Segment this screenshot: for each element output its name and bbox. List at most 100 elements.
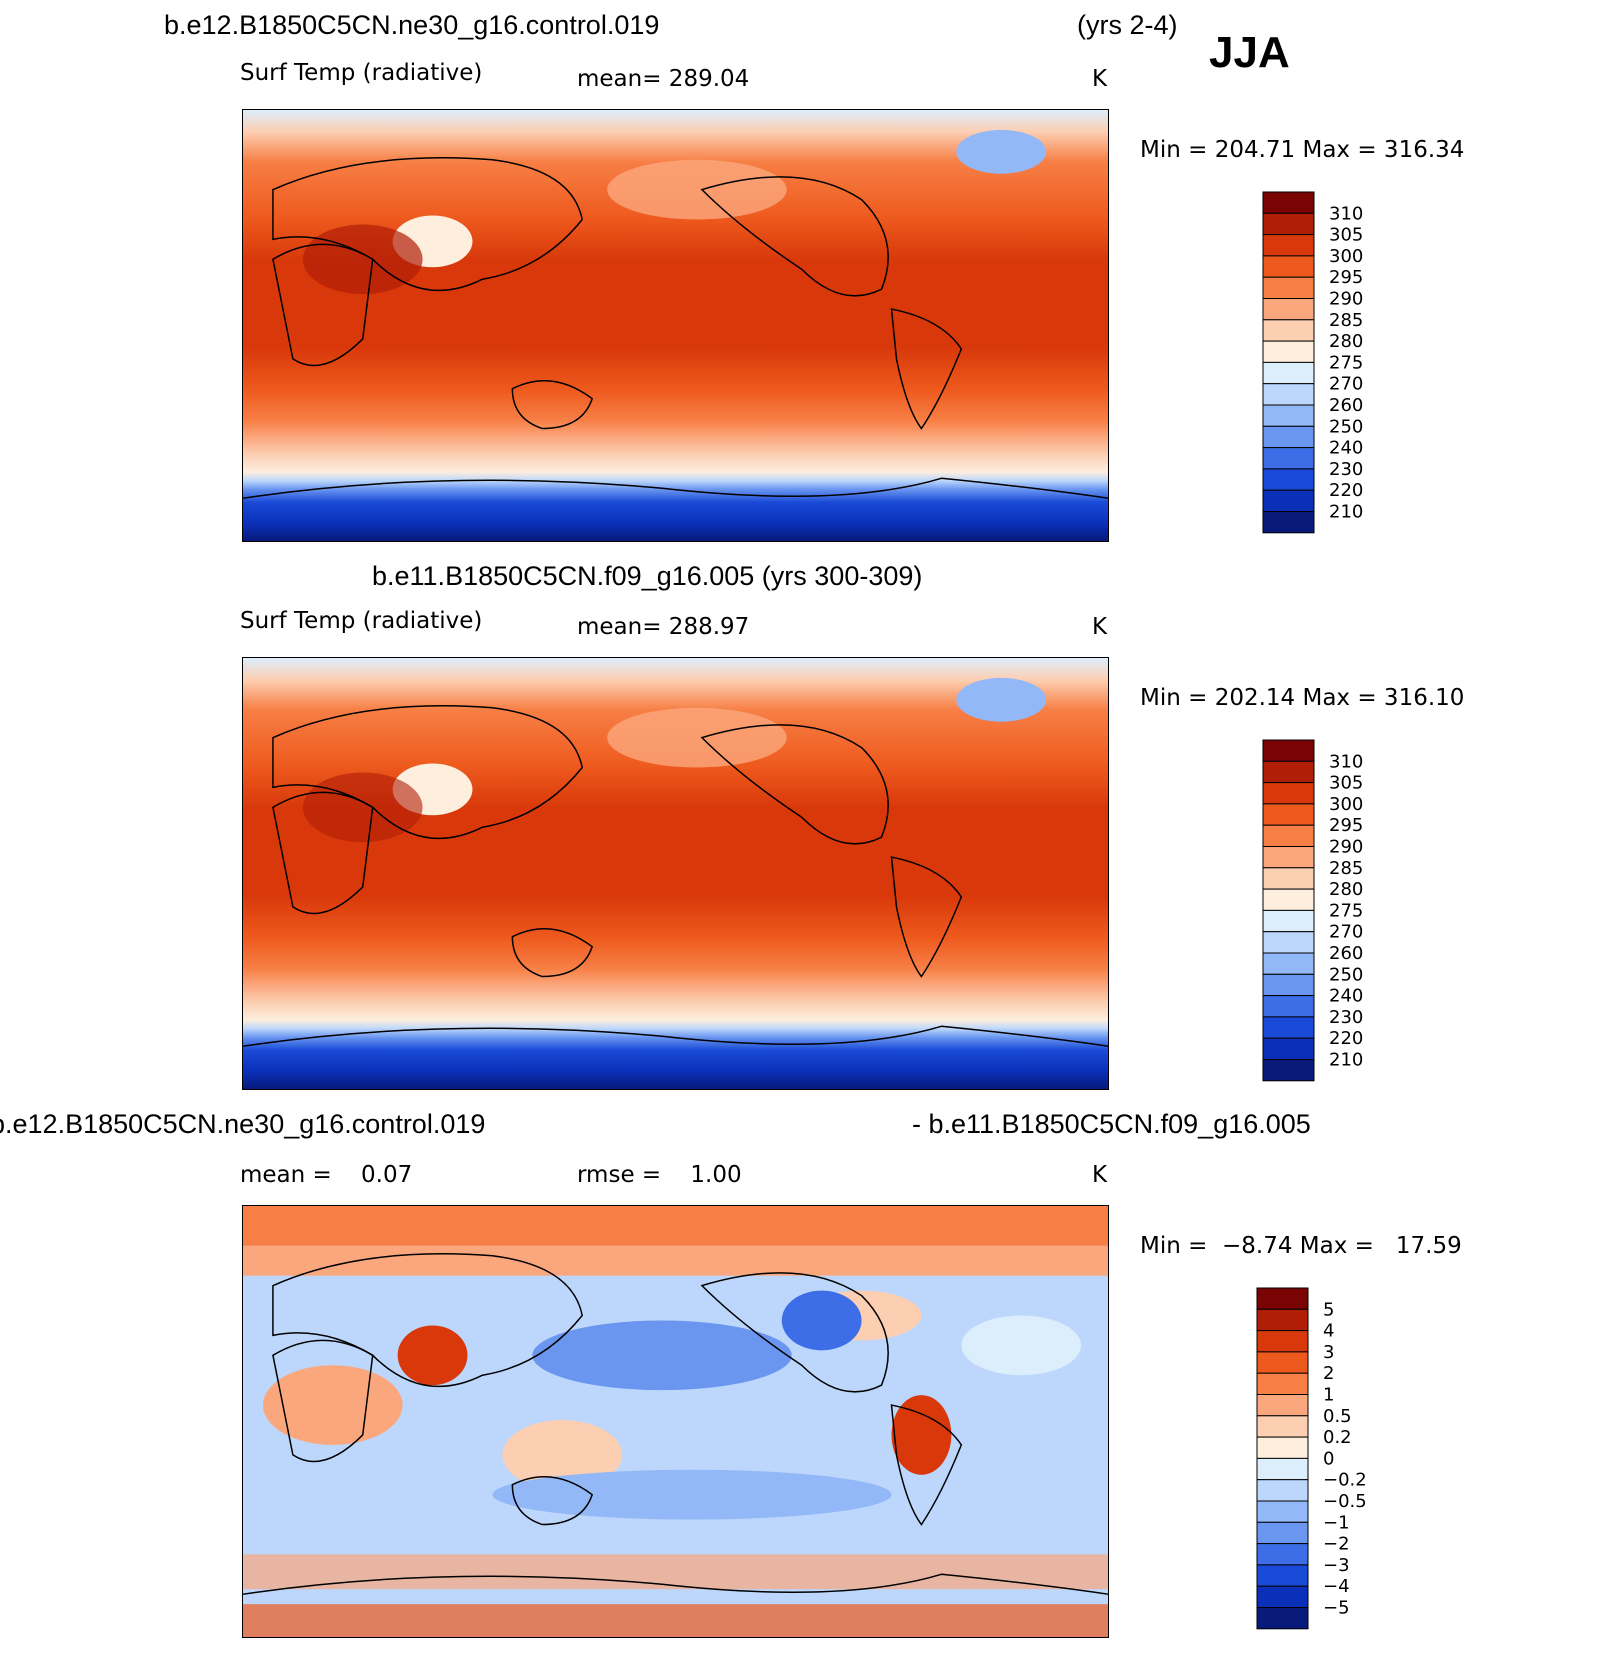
panel2-colorbar-swatch-10 [1262,952,1315,975]
panel3-colorbar-swatch-8 [1256,1457,1309,1481]
panel2-colorbar: 310 305 300 295 290 285 280 275 270 260 250 240 230 2… [1262,739,1383,1082]
panel2-colorbar-swatch-2 [1262,782,1315,805]
panel1-colorbar-tick-label-1: 305 [1329,225,1363,246]
panel3-colorbar-tick-label-9: −0.5 [1323,1491,1367,1512]
panel1-units: K [1092,66,1108,92]
panel2-colorbar-tick-label-10: 250 [1329,964,1363,985]
panel3-colorbar-swatch-1 [1256,1308,1309,1332]
panel1-variable: Surf Temp (radiative) [240,60,483,86]
panel1-colorbar-swatch-5 [1262,298,1315,321]
panel3-map [242,1205,1109,1638]
panel3-colorbar-tick-label-14: −5 [1323,1598,1350,1619]
panel1-colorbar-tick-label-5: 285 [1329,310,1363,331]
panel1-colorbar-swatch-14 [1262,489,1315,513]
panel2-colorbar-swatch-14 [1262,1037,1315,1061]
panel1-colorbar-swatch-0 [1262,191,1315,214]
panel1-colorbar-swatch-4 [1262,276,1315,299]
panel1-colorbar-tick-label-13: 220 [1329,480,1363,501]
panel1-colorbar: 310 305 300 295 290 285 280 275 270 260 250 240 230 2… [1262,191,1383,534]
panel3-colorbar-swatch-2 [1256,1330,1309,1353]
panel3-colorbar-tick-label-4: 1 [1323,1385,1334,1406]
panel1-colorbar-tick-label-12: 230 [1329,459,1363,480]
panel1-colorbar-swatch-6 [1262,319,1315,342]
panel1-colorbar-tick-label-2: 300 [1329,246,1363,267]
panel1-colorbar-swatch-1 [1262,212,1315,236]
panel1-title-right: (yrs 2-4) [1077,10,1178,40]
panel1-minmax: Min = 204.71 Max = 316.34 [1140,137,1465,163]
panel3-colorbar-tick-label-3: 2 [1323,1363,1334,1384]
panel1-colorbar-tick-label-3: 295 [1329,267,1363,288]
panel3-colorbar-tick-label-8: −0.2 [1323,1470,1367,1491]
panel2-colorbar-tick-label-11: 240 [1329,986,1363,1007]
panel1-mean: mean= 289.04 [577,66,750,92]
panel1-colorbar-tick-label-14: 210 [1329,502,1363,523]
panel3-colorbar-tick-label-6: 0.2 [1323,1427,1352,1448]
panel3-colorbar-swatch-15 [1256,1607,1309,1630]
panel3-colorbar-tick-label-10: −1 [1323,1512,1350,1533]
panel2-minmax: Min = 202.14 Max = 316.10 [1140,685,1465,711]
panel1-colorbar-tick-label-9: 260 [1329,395,1363,416]
panel3-colorbar-tick-label-13: −4 [1323,1576,1350,1597]
panel1-map [242,109,1109,542]
panel1-colorbar-swatch-2 [1262,234,1315,257]
panel2-colorbar-swatch-12 [1262,995,1315,1018]
panel1-colorbar-tick-label-8: 270 [1329,374,1363,395]
panel3-colorbar-tick-label-2: 3 [1323,1342,1334,1363]
panel3-colorbar-tick-label-11: −2 [1323,1534,1350,1555]
panel3-colorbar-swatch-13 [1256,1564,1309,1587]
panel1-colorbar-tick-label-6: 280 [1329,331,1363,352]
panel1-colorbar-swatch-12 [1262,447,1315,470]
panel2-colorbar-tick-label-12: 230 [1329,1007,1363,1028]
panel2-colorbar-swatch-13 [1262,1016,1315,1039]
panel2-colorbar-swatch-11 [1262,973,1315,997]
panel2-mean: mean= 288.97 [577,614,750,640]
panel2-colorbar-tick-label-0: 310 [1329,751,1363,772]
season-label: JJA [1209,28,1290,77]
panel3-rmse: rmse = 1.00 [577,1162,742,1188]
panel3-title-left: b.e12.B1850C5CN.ne30_g16.control.019 [0,1109,486,1139]
panel2-map [242,657,1109,1090]
panel1-colorbar-swatch-15 [1262,511,1315,534]
panel1-colorbar-swatch-7 [1262,340,1315,363]
panel3-colorbar-tick-label-7: 0 [1323,1448,1334,1469]
panel2-variable: Surf Temp (radiative) [240,608,483,634]
panel2-colorbar-tick-label-5: 285 [1329,858,1363,879]
panel2-colorbar-tick-label-2: 300 [1329,794,1363,815]
panel1-colorbar-tick-label-10: 250 [1329,416,1363,437]
panel3-colorbar-swatch-14 [1256,1585,1309,1609]
panel3-colorbar-tick-label-0: 5 [1323,1299,1334,1320]
panel2-colorbar-tick-label-14: 210 [1329,1050,1363,1071]
panel1-colorbar-swatch-8 [1262,361,1315,385]
panel3-colorbar-swatch-6 [1256,1415,1309,1438]
panel2-colorbar-swatch-15 [1262,1059,1315,1082]
panel2-title: b.e11.B1850C5CN.f09_g16.005 (yrs 300-309… [372,561,923,591]
panel3-colorbar-tick-label-12: −3 [1323,1555,1350,1576]
panel1-colorbar-tick-label-4: 290 [1329,289,1363,310]
panel3-colorbar-swatch-9 [1256,1479,1309,1502]
panel2-colorbar-swatch-9 [1262,931,1315,954]
panel1-colorbar-swatch-11 [1262,425,1315,449]
panel1-colorbar-tick-label-7: 275 [1329,352,1363,373]
panel3-colorbar-swatch-11 [1256,1521,1309,1545]
panel2-colorbar-tick-label-13: 220 [1329,1028,1363,1049]
panel3-colorbar: 5 4 3 2 1 0.5 0.2 0 −0.2 −0.5 −1 −2 −3 −4 −5 [1256,1287,1387,1630]
panel3-colorbar-swatch-10 [1256,1500,1309,1523]
panel3-colorbar-swatch-7 [1256,1436,1309,1459]
panel2-colorbar-swatch-5 [1262,846,1315,869]
panel1-colorbar-swatch-13 [1262,468,1315,491]
panel2-colorbar-swatch-3 [1262,803,1315,826]
panel1-colorbar-tick-label-11: 240 [1329,438,1363,459]
panel3-colorbar-swatch-4 [1256,1372,1309,1395]
panel3-title-right: - b.e11.B1850C5CN.f09_g16.005 [912,1109,1311,1139]
panel2-colorbar-tick-label-9: 260 [1329,943,1363,964]
panel1-colorbar-swatch-10 [1262,404,1315,427]
panel3-colorbar-swatch-0 [1256,1287,1309,1310]
panel1-title-left: b.e12.B1850C5CN.ne30_g16.control.019 [164,10,660,40]
panel2-colorbar-tick-label-8: 270 [1329,922,1363,943]
panel3-colorbar-swatch-12 [1256,1543,1309,1566]
panel1-colorbar-tick-label-0: 310 [1329,203,1363,224]
panel1-colorbar-swatch-9 [1262,383,1315,406]
panel2-colorbar-swatch-7 [1262,888,1315,911]
panel2-colorbar-tick-label-4: 290 [1329,837,1363,858]
panel2-colorbar-tick-label-7: 275 [1329,900,1363,921]
